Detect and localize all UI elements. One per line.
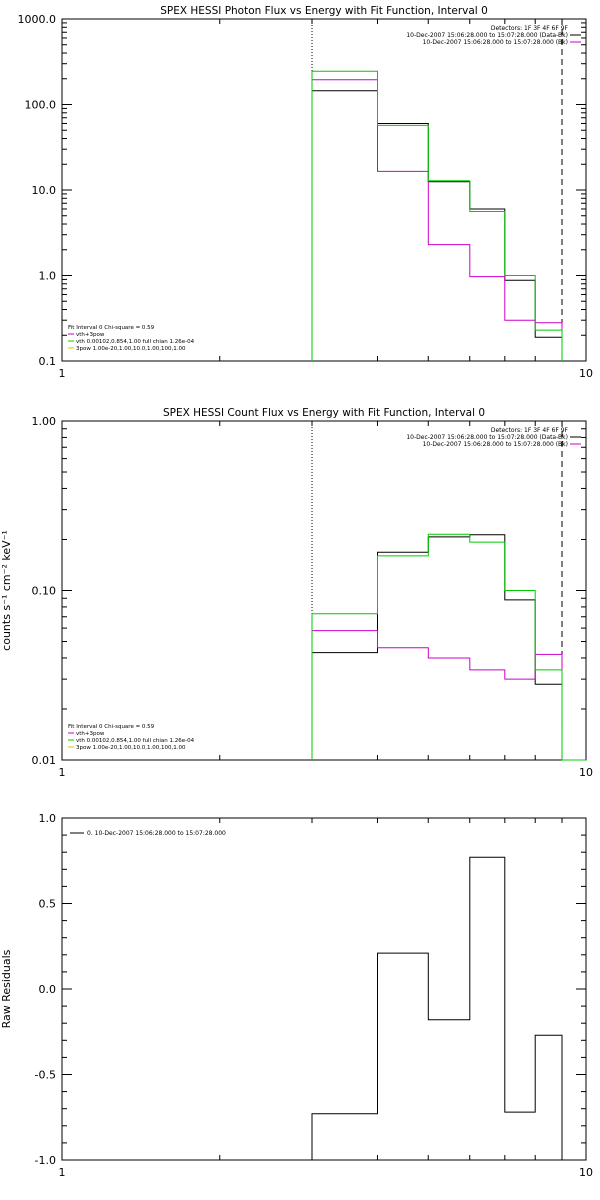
legend-entry: 3pow 1.00e-20,1.00,10.0,1.00,100,1.00 <box>76 346 186 352</box>
y-tick-label: 1.0 <box>39 812 57 825</box>
chart-panel-1: SPEX HESSI Photon Flux vs Energy with Fi… <box>18 5 594 380</box>
legend-entry: 10-Dec-2007 15:06:28.000 to 15:07:28.000… <box>423 39 568 46</box>
y-tick-label: 0.0 <box>39 983 57 996</box>
legend-entry: 0. 10-Dec-2007 15:06:28.000 to 15:07:28.… <box>87 830 226 837</box>
x-tick-label: 10 <box>579 1166 593 1179</box>
y-tick-label: -1.0 <box>35 1154 56 1167</box>
legend-entry: vth 0.00102,0.854,1.00 full chian 1.26e-… <box>76 738 195 744</box>
y-axis-label: Raw Residuals <box>0 949 13 1028</box>
legend-entry: Fit Interval 0 Chi-square = 0.59 <box>68 325 155 331</box>
legend-entry: vth 0.00102,0.854,1.00 full chian 1.26e-… <box>76 339 195 345</box>
x-tick-label: 10 <box>579 367 593 380</box>
y-tick-label: 1.00 <box>32 415 57 428</box>
y-tick-label: 0.01 <box>32 754 57 767</box>
y-tick-label: 0.10 <box>32 585 57 598</box>
legend-entry: vth+3pow <box>76 332 105 338</box>
x-tick-label: 10 <box>579 766 593 779</box>
legend-entry: vth+3pow <box>76 731 105 737</box>
chart-panels: SPEX HESSI Photon Flux vs Energy with Fi… <box>0 5 593 1179</box>
x-tick-label: 1 <box>59 367 66 380</box>
chart-title: SPEX HESSI Photon Flux vs Energy with Fi… <box>160 5 488 17</box>
y-tick-label: 0.5 <box>39 898 57 911</box>
y-tick-label: -0.5 <box>35 1069 56 1082</box>
chart-title: SPEX HESSI Count Flux vs Energy with Fit… <box>163 407 485 419</box>
legend-entry: Detectors: 1F 3F 4F 6F 9F <box>491 427 569 434</box>
y-tick-label: 100.0 <box>25 99 57 112</box>
x-tick-label: 1 <box>59 766 66 779</box>
legend-entry: Detectors: 1F 3F 4F 6F 9F <box>491 25 569 32</box>
legend-entry: 3pow 1.00e-20,1.00,10.0,1.00,100,1.00 <box>76 745 186 751</box>
legend-entry: 10-Dec-2007 15:06:28.000 to 15:07:28.000… <box>423 441 568 448</box>
y-tick-label: 1.0 <box>39 270 57 283</box>
chart-panel-3: 1 10 -1.0 -0.5 0.0 0.5 1.0 Raw Residuals 0. 10-D… <box>0 812 593 1179</box>
y-axis-label: counts s⁻¹ cm⁻² keV⁻¹ <box>0 530 13 651</box>
legend-entry: Fit Interval 0 Chi-square = 0.59 <box>68 724 155 730</box>
histogram-series-3 <box>311 70 563 361</box>
histogram-series-3 <box>311 533 586 761</box>
legend-entry: 10-Dec-2007 15:06:28.000 to 15:07:28.000… <box>406 32 568 39</box>
x-tick-label: 1 <box>59 1166 66 1179</box>
histogram-series-2 <box>311 630 586 761</box>
y-tick-label: 1000.0 <box>18 13 57 26</box>
histogram-series-1 <box>311 856 563 1160</box>
y-tick-label: 0.1 <box>39 355 57 368</box>
y-tick-label: 10.0 <box>32 184 57 197</box>
legend-entry: 10-Dec-2007 15:06:28.000 to 15:07:28.000… <box>406 434 568 441</box>
chart-panel-2: SPEX HESSI Count Flux vs Energy with Fit… <box>0 407 593 779</box>
